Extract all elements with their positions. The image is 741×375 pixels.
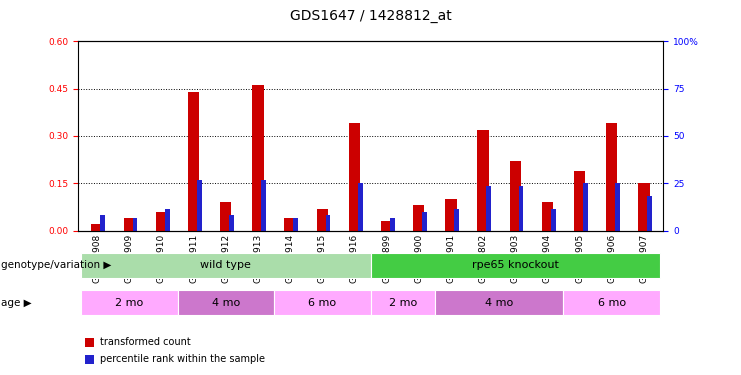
Text: genotype/variation ▶: genotype/variation ▶: [1, 260, 112, 270]
Text: 4 mo: 4 mo: [485, 298, 514, 308]
Bar: [615, 183, 620, 231]
Bar: [262, 180, 266, 231]
Bar: [648, 196, 652, 231]
Bar: [252, 86, 264, 231]
Text: 2 mo: 2 mo: [388, 298, 416, 308]
Bar: [133, 218, 138, 231]
Bar: [197, 180, 202, 231]
Bar: [510, 161, 521, 231]
Bar: [325, 215, 330, 231]
Bar: [542, 202, 553, 231]
Bar: [551, 209, 556, 231]
Bar: [81, 253, 370, 278]
Bar: [381, 221, 392, 231]
Text: 4 mo: 4 mo: [212, 298, 240, 308]
Text: GDS1647 / 1428812_at: GDS1647 / 1428812_at: [290, 9, 451, 23]
Bar: [229, 215, 234, 231]
Bar: [178, 290, 274, 315]
Bar: [316, 209, 328, 231]
Text: rpe65 knockout: rpe65 knockout: [472, 260, 559, 270]
Bar: [574, 171, 585, 231]
Bar: [606, 123, 617, 231]
Bar: [370, 290, 435, 315]
Bar: [101, 215, 105, 231]
Bar: [285, 218, 296, 231]
Bar: [370, 253, 660, 278]
Bar: [165, 209, 170, 231]
Bar: [124, 218, 135, 231]
Bar: [445, 199, 456, 231]
Bar: [390, 218, 395, 231]
Bar: [477, 130, 489, 231]
Bar: [638, 183, 650, 231]
Bar: [563, 290, 660, 315]
Bar: [293, 218, 299, 231]
Bar: [358, 183, 362, 231]
Bar: [435, 290, 563, 315]
Bar: [188, 92, 199, 231]
Bar: [81, 290, 178, 315]
Bar: [454, 209, 459, 231]
Bar: [413, 206, 425, 231]
Bar: [583, 183, 588, 231]
Text: transformed count: transformed count: [100, 338, 190, 347]
Text: age ▶: age ▶: [1, 298, 32, 308]
Bar: [422, 211, 427, 231]
Bar: [519, 186, 523, 231]
Bar: [91, 224, 103, 231]
Bar: [274, 290, 370, 315]
Text: 2 mo: 2 mo: [115, 298, 144, 308]
Bar: [349, 123, 360, 231]
Bar: [486, 186, 491, 231]
Text: 6 mo: 6 mo: [308, 298, 336, 308]
Text: wild type: wild type: [200, 260, 251, 270]
Text: percentile rank within the sample: percentile rank within the sample: [100, 354, 265, 364]
Bar: [220, 202, 231, 231]
Bar: [156, 211, 167, 231]
Text: 6 mo: 6 mo: [598, 298, 626, 308]
